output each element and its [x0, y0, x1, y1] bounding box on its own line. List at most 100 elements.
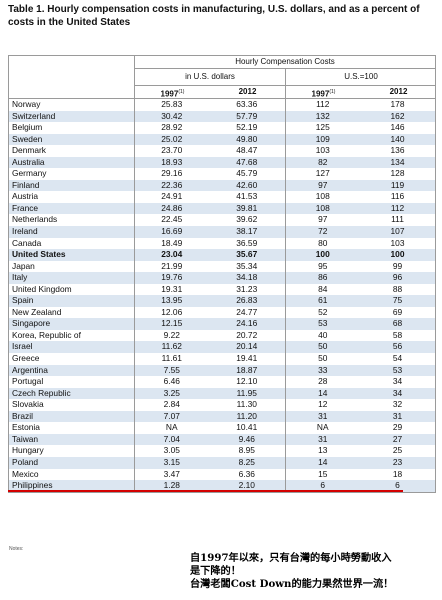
table-row: Austria 24.91 41.53 108 116	[9, 191, 435, 203]
usd-1997-cell: 24.86	[134, 202, 209, 215]
table-row: Germany 29.16 45.79 127 128	[9, 168, 435, 180]
table-row: Norway 25.83 63.36 112 178	[9, 99, 435, 111]
usd-1997-cell: 12.06	[161, 306, 183, 317]
table-row: Argentina 7.55 18.87 33 53	[9, 364, 435, 377]
annotation-line: 台灣老闆Cost Down的能力果然世界一流！	[190, 578, 394, 590]
usd-2012-cell: 35.67	[209, 249, 286, 261]
pct-2012-cell: 29	[392, 422, 403, 433]
country-cell: Canada	[9, 237, 135, 250]
table-row: Brazil 7.07 11.20 31 31	[9, 410, 435, 423]
usd-2012-cell: 49.80	[209, 133, 286, 146]
header-usd: in U.S. dollars	[185, 72, 235, 81]
pct-1997-cell: 14	[285, 387, 360, 400]
country-cell: Australia	[9, 156, 135, 169]
usd-1997-cell: 24.91	[161, 191, 183, 202]
usd-2012-cell: 2.10	[209, 480, 286, 492]
header-usd-1997: 1997(1)	[160, 89, 185, 99]
header-usd-2012: 2012	[238, 87, 257, 96]
pct-2012-cell: 88	[392, 283, 403, 294]
pct-2012-cell: 162	[360, 110, 435, 123]
table-row: Israel 11.62 20.14 50 56	[9, 341, 435, 354]
table-row: Denmark 23.70 48.47 103 136	[9, 145, 435, 157]
pct-2012-cell: 54	[392, 353, 403, 364]
pct-1997-cell: 50	[285, 341, 360, 354]
usd-1997-cell: 18.93	[134, 156, 209, 169]
table-row: Slovakia 2.84 11.30 12 32	[9, 399, 435, 411]
table-title: Table 1. Hourly compensation costs in ma…	[8, 4, 420, 28]
country-cell: New Zealand	[9, 306, 135, 319]
table-row: Poland 3.15 8.25 14 23	[9, 456, 435, 469]
pct-2012-cell: 56	[360, 341, 435, 354]
pct-2012-cell: 18	[392, 468, 403, 479]
pct-1997-cell: 132	[285, 110, 360, 123]
country-cell: Norway	[9, 99, 135, 111]
table-row: Korea, Republic of 9.22 20.72 40 58	[9, 329, 435, 342]
usd-1997-cell: 19.31	[161, 283, 183, 294]
pct-2012-cell: 146	[390, 122, 405, 133]
country-cell: Argentina	[9, 364, 135, 377]
pct-2012-cell: 116	[390, 191, 405, 202]
table-row: Estonia NA 10.41 NA 29	[9, 422, 435, 434]
pct-2012-cell: 128	[390, 168, 405, 179]
usd-2012-cell: 19.41	[209, 353, 286, 365]
header-pct-2012: 2012	[389, 87, 408, 96]
country-cell: Greece	[9, 353, 135, 365]
usd-2012-cell: 47.68	[209, 156, 286, 169]
data-table: Norway 25.83 63.36 112 178 Switzerland 30.42 57…	[9, 99, 436, 492]
handwritten-annotation: 自1997年以來，只有台灣的每小時勞動收入 是下降的！ 台灣老闆Cost Dow…	[190, 552, 440, 591]
usd-2012-cell: 63.36	[209, 99, 286, 111]
pct-2012-cell: 140	[360, 133, 435, 146]
compensation-table: Hourly Compensation Costs in U.S. dollar…	[8, 55, 436, 493]
usd-2012-cell: 42.60	[209, 179, 286, 192]
header-pct: U.S.=100	[344, 72, 378, 81]
usd-1997-cell: NA	[165, 422, 178, 433]
usd-2012-cell: 24.77	[209, 306, 286, 319]
usd-1997-cell: 12.15	[134, 318, 209, 330]
usd-1997-cell: 25.02	[134, 133, 209, 146]
pct-2012-cell: 68	[360, 318, 435, 330]
table-row: Czech Republic 3.25 11.95 14 34	[9, 387, 435, 400]
table-row: Portugal 6.46 12.10 28 34	[9, 376, 435, 388]
country-cell: Philippines	[9, 480, 135, 492]
pct-2012-cell: 119	[360, 179, 435, 192]
usd-1997-cell: 3.05	[163, 445, 180, 456]
usd-2012-cell: 11.30	[209, 399, 286, 411]
table-header: Hourly Compensation Costs in U.S. dollar…	[9, 56, 436, 99]
pct-1997-cell: 53	[285, 318, 360, 330]
pct-2012-cell: 99	[392, 260, 403, 271]
pct-2012-cell: 25	[392, 445, 403, 456]
pct-2012-cell: 75	[360, 295, 435, 307]
pct-1997-cell: 82	[285, 156, 360, 169]
usd-2012-cell: 52.19	[209, 122, 286, 134]
usd-2012-cell: 36.59	[209, 237, 286, 250]
country-cell: Austria	[9, 191, 135, 203]
table-row: Japan 21.99 35.34 95 99	[9, 260, 435, 273]
usd-1997-cell: 23.70	[161, 145, 183, 156]
country-cell: Switzerland	[9, 110, 135, 123]
usd-2012-cell: 31.23	[209, 283, 286, 296]
usd-2012-cell: 57.79	[209, 110, 286, 123]
table-row: Spain 13.95 26.83 61 75	[9, 295, 435, 307]
pct-2012-cell: 34	[360, 387, 435, 400]
usd-1997-cell: 7.55	[134, 364, 209, 377]
table-row: Australia 18.93 47.68 82 134	[9, 156, 435, 169]
usd-2012-cell: 26.83	[209, 295, 286, 307]
pct-1997-cell: 31	[285, 410, 360, 423]
country-cell: Taiwan	[9, 433, 135, 446]
country-cell: United States	[9, 249, 135, 261]
usd-2012-cell: 9.46	[209, 433, 286, 446]
country-cell: Israel	[9, 341, 135, 354]
pct-1997-cell: 52	[318, 306, 328, 317]
pct-1997-cell: 31	[285, 433, 360, 446]
country-cell: Japan	[9, 260, 135, 273]
table-row: United Kingdom 19.31 31.23 84 88	[9, 283, 435, 296]
pct-2012-cell: 111	[391, 214, 404, 225]
pct-2012-cell: 32	[392, 399, 403, 410]
table-row: Mexico 3.47 6.36 15 18	[9, 468, 435, 481]
country-cell: Germany	[9, 168, 135, 180]
country-cell: Mexico	[9, 468, 135, 481]
usd-2012-cell: 24.16	[209, 318, 286, 330]
country-cell: Denmark	[9, 145, 135, 157]
pct-1997-cell: 108	[285, 202, 360, 215]
usd-2012-cell: 11.95	[209, 387, 286, 400]
